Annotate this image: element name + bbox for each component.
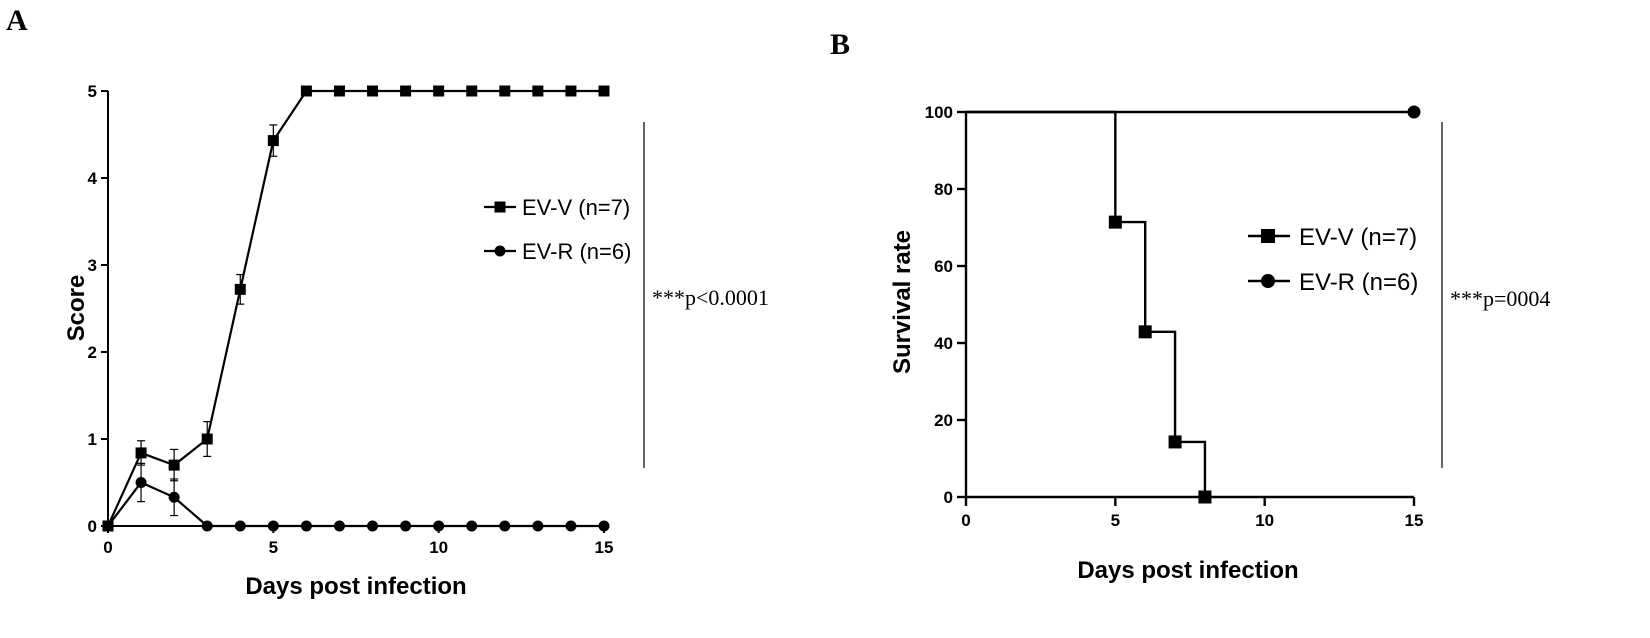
panel-a-x-tick-label: 15 <box>595 538 614 557</box>
panel-a-ev-r-line <box>107 481 604 528</box>
panel-b-legend-marker-ev-r <box>1261 274 1275 288</box>
panel-a-marks <box>102 85 610 532</box>
panel-a-ev-v-point <box>466 85 478 97</box>
panel-b-ev-v-point <box>1168 435 1182 449</box>
panel-a-ev-r-point <box>367 520 379 532</box>
panel-b-ev-v-point <box>1198 490 1212 504</box>
panel-a-ev-r-point <box>333 520 345 532</box>
panel-a-y-tick-label: 2 <box>88 343 97 362</box>
panel-a-legend-label-ev-r: EV-R (n=6) <box>522 239 631 264</box>
panel-a-ev-r-point <box>168 491 180 503</box>
panel-b-p-stars: *** <box>1450 286 1483 311</box>
panel-a-ev-v-point <box>168 459 180 471</box>
panel-a: A 0 1 2 3 4 5 0 5 10 15 Days post infection Score… <box>6 4 769 600</box>
panel-a-ev-r-point <box>400 520 412 532</box>
panel-b-legend-item-ev-v <box>1248 229 1290 243</box>
panel-b-y-tick-label: 0 <box>944 488 953 507</box>
panel-a-y-axis-title: Score <box>63 275 90 342</box>
panel-a-ev-v-point <box>400 85 412 97</box>
panel-b-marks <box>966 105 1421 504</box>
panel-a-letter: A <box>6 4 28 37</box>
panel-a-ev-v-point <box>267 135 279 147</box>
panel-a-ev-r-point <box>201 520 213 532</box>
panel-b-ev-v-point <box>1108 215 1122 229</box>
panel-a-ev-r-point <box>433 520 445 532</box>
panel-b-legend-label-ev-r: EV-R (n=6) <box>1299 269 1418 296</box>
panel-b-axes: 0 20 40 60 80 100 0 5 10 15 <box>925 103 1424 530</box>
panel-b-y-tick-label: 60 <box>934 257 953 276</box>
panel-a-legend-item-ev-r <box>484 245 516 257</box>
panel-a-y-tick-label: 4 <box>88 169 98 188</box>
panel-a-ev-r-point <box>102 520 114 532</box>
panel-a-ev-v-point <box>433 85 445 97</box>
panel-a-legend-label-ev-v: EV-V (n=7) <box>522 195 630 220</box>
panel-a-ev-v-point <box>367 85 379 97</box>
panel-b: B 0 20 40 60 80 100 0 5 10 15 Days post infection… <box>830 28 1550 584</box>
panel-b-x-tick-label: 10 <box>1255 511 1274 530</box>
panel-a-x-tick-label: 5 <box>269 538 278 557</box>
panel-a-ev-r-point <box>499 520 511 532</box>
panel-a-ev-v-point <box>300 85 312 97</box>
panel-a-ev-r-point <box>565 520 577 532</box>
panel-b-x-tick-label: 0 <box>961 511 970 530</box>
panel-a-ev-v-point <box>201 433 213 445</box>
panel-b-legend-item-ev-r <box>1248 274 1290 288</box>
panel-a-ev-v-point <box>135 447 147 459</box>
panel-b-y-tick-label: 20 <box>934 411 953 430</box>
panel-b-legend: EV-V (n=7) EV-R (n=6) <box>1248 224 1418 296</box>
panel-a-ev-r-point <box>234 520 246 532</box>
panel-a-p-stars: *** <box>652 285 685 310</box>
panel-a-x-axis-title: Days post infection <box>245 573 466 600</box>
panel-a-y-tick-label: 0 <box>88 517 97 536</box>
panel-a-ev-r-point <box>300 520 312 532</box>
panel-b-ev-r-point <box>1407 105 1421 119</box>
panel-b-y-tick-label: 80 <box>934 180 953 199</box>
panel-a-legend-marker-ev-r <box>494 245 506 257</box>
panel-b-y-axis-title: Survival rate <box>889 230 916 374</box>
panel-a-y-tick-label: 5 <box>88 82 97 101</box>
panel-b-p-text: p=0004 <box>1483 286 1550 311</box>
panel-a-ev-r-point <box>598 520 610 532</box>
panel-a-ev-v-point <box>565 85 577 97</box>
panel-a-x-tick-label: 10 <box>429 538 448 557</box>
panel-b-x-axis-title: Days post infection <box>1077 557 1298 584</box>
panel-a-ev-v-point <box>499 85 511 97</box>
panel-b-ev-v-point <box>1138 325 1152 339</box>
panel-a-ev-r-point <box>267 520 279 532</box>
panel-a-y-tick-label: 3 <box>88 256 97 275</box>
panel-b-x-tick-label: 5 <box>1111 511 1120 530</box>
panel-a-ev-v-point <box>333 85 345 97</box>
panel-a-ev-r-point <box>532 520 544 532</box>
panel-a-y-tick-label: 1 <box>88 430 97 449</box>
panel-a-p-text: p<0.0001 <box>685 285 769 310</box>
panel-a-ev-v-point <box>598 85 610 97</box>
panel-b-p-value: ***p=0004 <box>1450 286 1550 311</box>
panel-b-letter: B <box>830 28 850 61</box>
panel-b-legend-marker-ev-v <box>1261 229 1275 243</box>
panel-a-ev-r-point <box>135 477 147 488</box>
panel-a-x-tick-label: 0 <box>103 538 112 557</box>
panel-a-legend-item-ev-v <box>484 201 516 213</box>
panel-b-legend-label-ev-v: EV-V (n=7) <box>1299 224 1417 251</box>
panel-a-legend-marker-ev-v <box>494 201 506 213</box>
panel-b-y-tick-label: 100 <box>925 103 953 122</box>
panel-a-ev-v-line <box>106 89 604 527</box>
panel-a-axes: 0 1 2 3 4 5 0 5 10 15 <box>88 82 614 557</box>
panel-a-p-value: ***p<0.0001 <box>652 285 769 310</box>
panel-b-x-tick-label: 15 <box>1405 511 1424 530</box>
panel-a-ev-v-point <box>532 85 544 97</box>
panel-a-legend: EV-V (n=7) EV-R (n=6) <box>484 195 631 264</box>
panel-b-y-tick-label: 40 <box>934 334 953 353</box>
panel-a-ev-r-point <box>466 520 478 532</box>
panel-a-ev-v-point <box>234 283 246 295</box>
